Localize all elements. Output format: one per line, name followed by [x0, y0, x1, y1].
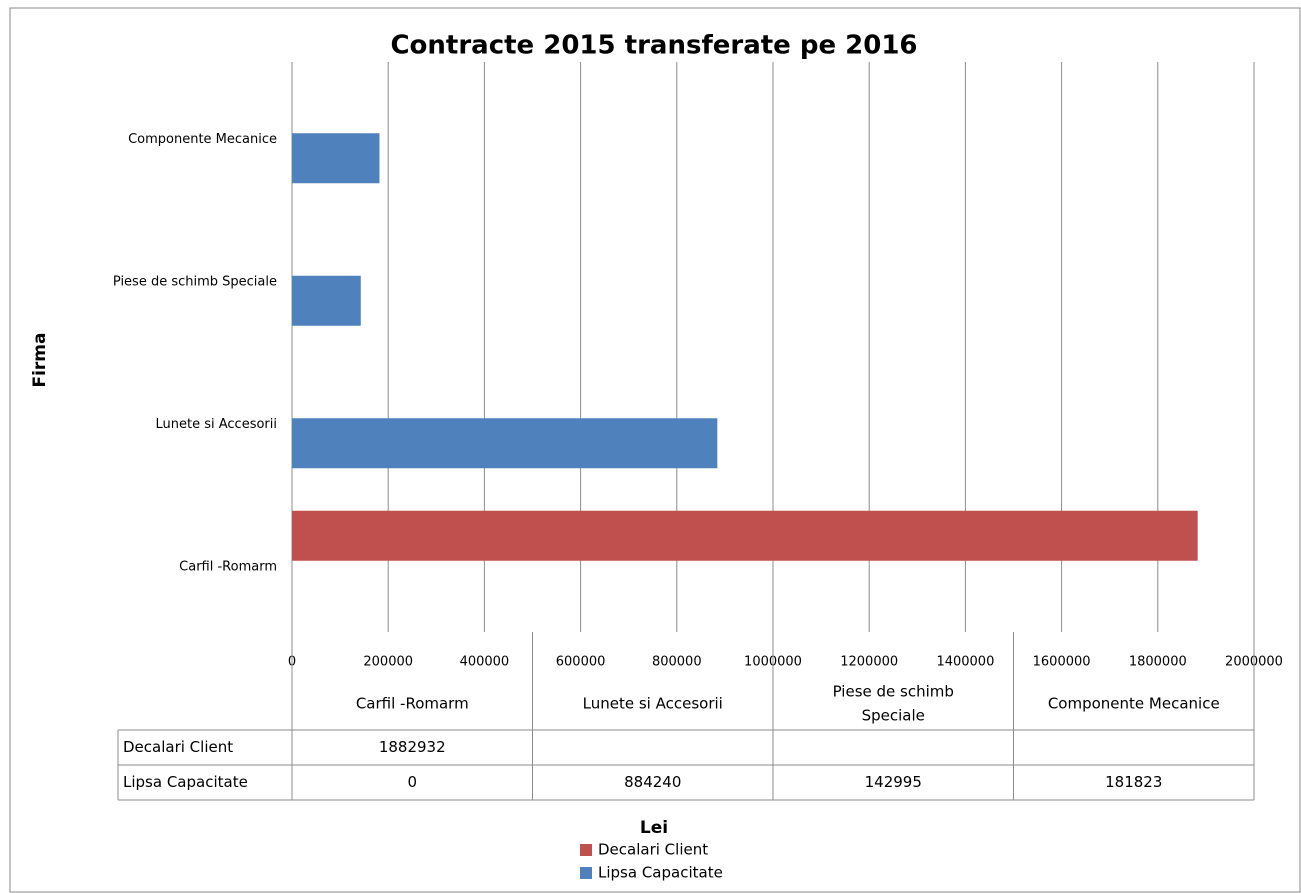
table-header: Piese de schimb Speciale	[833, 682, 954, 724]
legend-label: Lipsa Capacitate	[598, 864, 723, 882]
x-tick-label: 1200000	[840, 655, 898, 670]
table-row-label: Lipsa Capacitate	[123, 773, 248, 791]
y-tick-label: Componente Mecanice	[128, 132, 277, 147]
x-tick-label: 1800000	[1129, 655, 1187, 670]
x-tick-label: 400000	[460, 655, 510, 670]
y-tick-label: Piese de schimb Speciale	[113, 274, 277, 289]
x-tick-label: 600000	[556, 655, 606, 670]
table-cell: 884240	[624, 773, 681, 791]
legend-swatch	[580, 844, 592, 856]
y-tick-label: Carfil -Romarm	[179, 559, 277, 574]
table-header: Lunete si Accesorii	[583, 694, 723, 712]
table-row-label: Decalari Client	[123, 738, 233, 756]
bar	[292, 418, 718, 469]
chart-title: Contracte 2015 transferate pe 2016	[390, 31, 917, 61]
table-header: Componente Mecanice	[1048, 694, 1220, 712]
x-tick-label: 800000	[652, 655, 702, 670]
bar	[292, 510, 1198, 561]
y-tick-label: Lunete si Accesorii	[156, 417, 278, 432]
table-cell: 181823	[1105, 773, 1162, 791]
bar	[292, 133, 380, 184]
table-cell: 0	[407, 773, 417, 791]
table-cell: 1882932	[379, 738, 446, 756]
legend-swatch	[580, 867, 592, 879]
x-axis-label: Lei	[640, 818, 668, 838]
x-tick-label: 1600000	[1033, 655, 1091, 670]
y-axis-label: Firma	[30, 332, 50, 387]
bar	[292, 275, 361, 326]
table-cell: 142995	[865, 773, 922, 791]
legend-label: Decalari Client	[598, 841, 708, 859]
x-tick-label: 1400000	[936, 655, 994, 670]
table-header: Carfil -Romarm	[356, 694, 469, 712]
x-tick-label: 200000	[363, 655, 413, 670]
